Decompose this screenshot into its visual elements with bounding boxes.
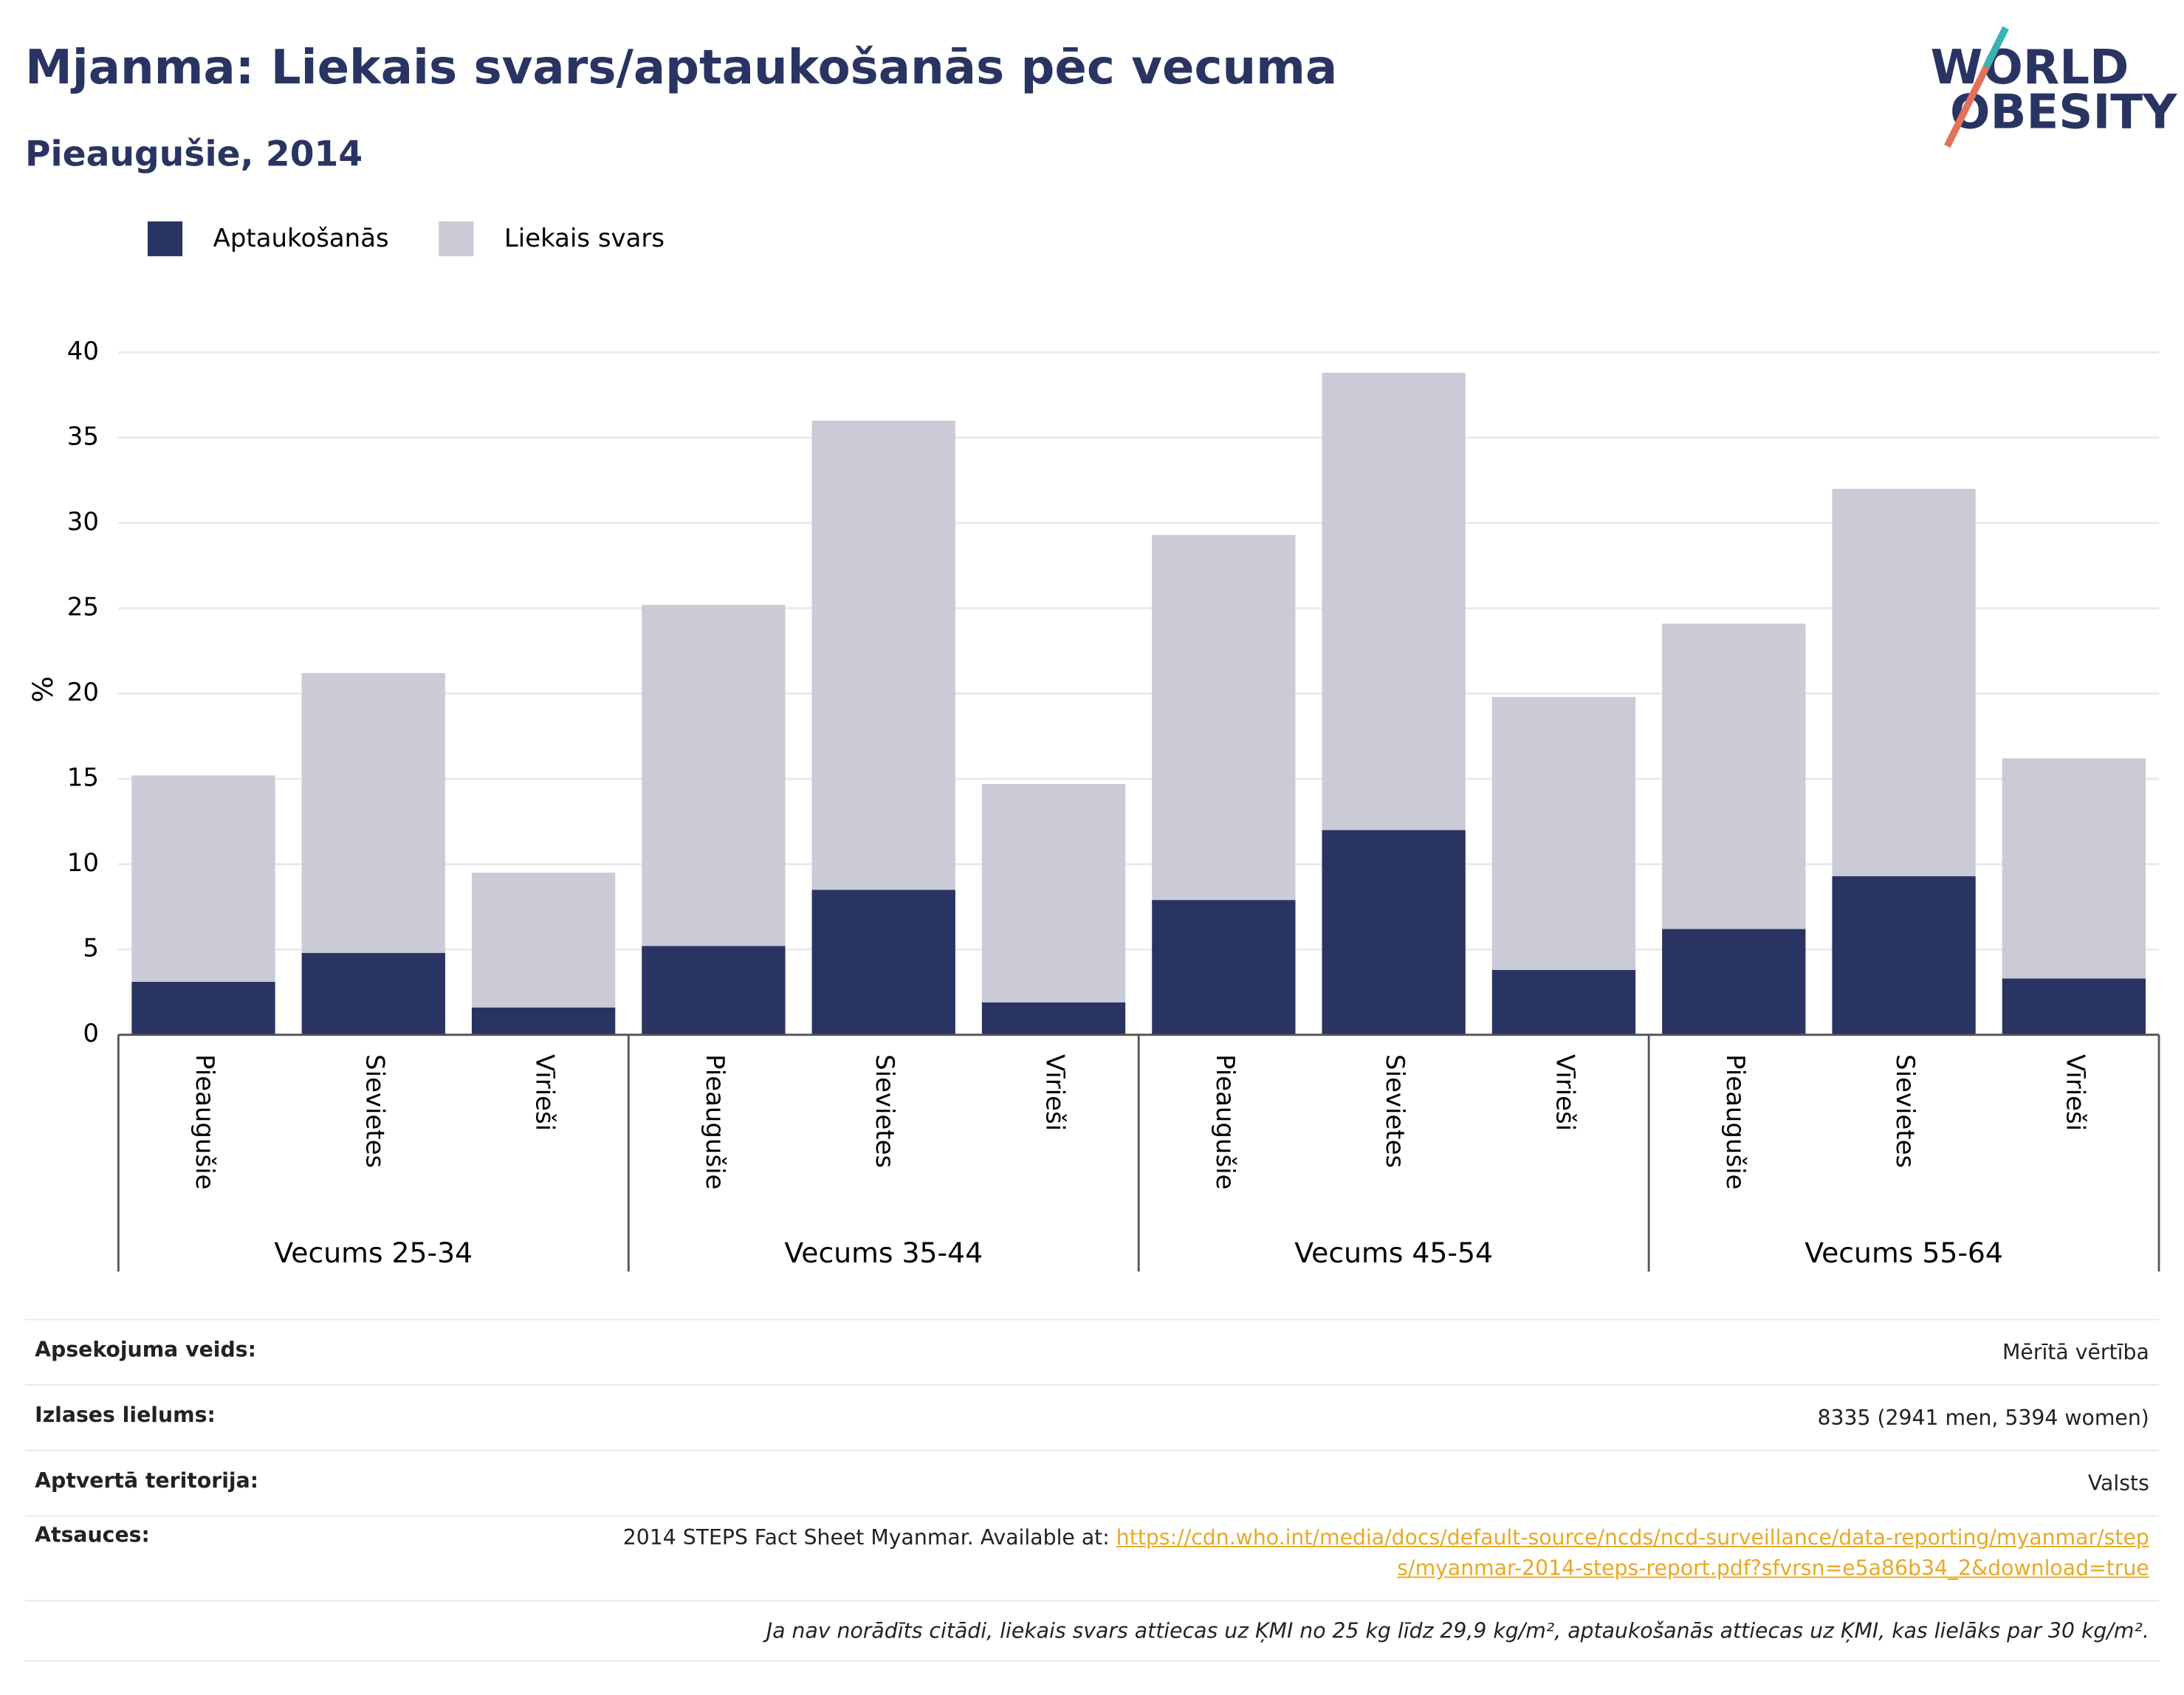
- source-link[interactable]: https://cdn.who.int/media/docs/default-s…: [1116, 1524, 2149, 1581]
- info-value: Mērītā vērtība: [2002, 1339, 2149, 1365]
- bar-segment: [1491, 969, 1636, 1035]
- bar-segment: [131, 775, 275, 983]
- x-tick-label: Sievietes: [360, 1054, 389, 1168]
- info-label: Apsekojuma veids:: [35, 1337, 256, 1362]
- legend-swatch: [439, 221, 474, 257]
- info-value: Valsts: [2087, 1471, 2149, 1496]
- legend-label: Aptaukošanās: [213, 224, 389, 253]
- bar-segment: [642, 605, 786, 946]
- bar-segment: [471, 873, 616, 1008]
- info-value: 2014 STEPS Fact Sheet Myanmar. Available…: [617, 1522, 2149, 1584]
- x-tick-label: Pieaugušie: [190, 1054, 219, 1189]
- x-tick-label: Sievietes: [1890, 1054, 1920, 1168]
- bar-segment: [1322, 830, 1466, 1035]
- info-label: Aptvertā teritorija:: [35, 1468, 259, 1493]
- x-tick-label: Vīrieši: [1550, 1054, 1579, 1131]
- bar-segment: [811, 420, 955, 890]
- bar-segment: [131, 982, 275, 1035]
- y-tick-label: 10: [67, 848, 99, 878]
- chart-subtitle: Pieaugušie, 2014: [25, 134, 363, 174]
- y-axis-label: %: [27, 676, 59, 703]
- info-row: Apsekojuma veids: Mērītā vērtība: [24, 1318, 2160, 1384]
- info-label: Izlases lielums:: [35, 1402, 216, 1428]
- x-tick-label: Vīrieši: [1040, 1054, 1070, 1131]
- bar-segment: [1152, 534, 1296, 901]
- legend-swatch: [147, 221, 183, 257]
- info-label: Atsauces:: [35, 1522, 150, 1547]
- info-table: Apsekojuma veids: Mērītā vērtība Izlases l…: [24, 1318, 2160, 1662]
- x-tick-label: Sievietes: [870, 1054, 899, 1168]
- y-tick-label: 30: [67, 507, 99, 537]
- chart: Mjanma: Liekais svars/aptaukošanās pēc v…: [25, 26, 2178, 1272]
- bar-segment: [642, 946, 786, 1035]
- bar-segment: [301, 673, 445, 953]
- bar-segment: [1322, 373, 1466, 831]
- bar-segment: [471, 1007, 616, 1035]
- bar-segment: [811, 890, 955, 1035]
- x-tick-label: Vīrieši: [530, 1054, 560, 1131]
- y-tick-label: 40: [67, 337, 99, 366]
- group-label: Vecums 35-44: [784, 1237, 983, 1269]
- footnote: Ja nav norādīts citādi, liekais svars at…: [24, 1600, 2160, 1662]
- bar-segment: [2002, 758, 2146, 979]
- y-tick-label: 35: [67, 422, 99, 451]
- source-text: 2014 STEPS Fact Sheet Myanmar. Available…: [622, 1524, 1116, 1550]
- bar-segment: [981, 783, 1126, 1003]
- y-tick-label: 20: [67, 678, 99, 707]
- chart-title: Mjanma: Liekais svars/aptaukošanās pēc v…: [25, 40, 1337, 95]
- x-tick-label: Pieaugušie: [700, 1054, 729, 1189]
- bar-segment: [1662, 929, 1806, 1035]
- x-tick-label: Sievietes: [1380, 1054, 1409, 1168]
- logo-text: OBESITY: [1950, 85, 2178, 140]
- y-tick-label: 5: [83, 934, 99, 963]
- info-row: Aptvertā teritorija: Valsts: [24, 1449, 2160, 1516]
- y-tick-label: 0: [83, 1019, 99, 1048]
- bar-segment: [2002, 978, 2146, 1035]
- x-tick-label: Vīrieši: [2060, 1054, 2089, 1131]
- bar-segment: [1832, 876, 1976, 1035]
- group-label: Vecums 45-54: [1294, 1237, 1493, 1269]
- bar-segment: [1832, 489, 1976, 876]
- bar-segment: [1491, 697, 1636, 970]
- info-row: Atsauces: 2014 STEPS Fact Sheet Myanmar. …: [24, 1515, 2160, 1600]
- x-tick-label: Pieaugušie: [1210, 1054, 1240, 1189]
- bar-segment: [1662, 623, 1806, 929]
- info-row: Izlases lielums: 8335 (2941 men, 5394 wom…: [24, 1384, 2160, 1450]
- legend-label: Liekais svars: [504, 224, 665, 253]
- bar-segment: [981, 1002, 1126, 1035]
- group-label: Vecums 25-34: [274, 1237, 473, 1269]
- logo-text: WORLD: [1931, 40, 2129, 95]
- y-tick-label: 15: [67, 763, 99, 793]
- group-label: Vecums 55-64: [1804, 1237, 2003, 1269]
- bar-segment: [301, 952, 445, 1035]
- logo-slash: [1982, 26, 2009, 69]
- y-tick-label: 25: [67, 592, 99, 622]
- bar-segment: [1152, 900, 1296, 1035]
- x-tick-label: Pieaugušie: [1720, 1054, 1750, 1189]
- info-value: 8335 (2941 men, 5394 women): [1817, 1405, 2149, 1431]
